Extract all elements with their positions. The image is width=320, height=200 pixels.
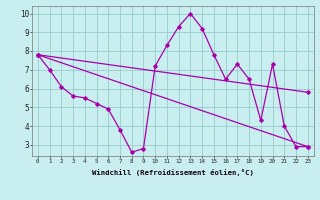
X-axis label: Windchill (Refroidissement éolien,°C): Windchill (Refroidissement éolien,°C) [92,169,254,176]
